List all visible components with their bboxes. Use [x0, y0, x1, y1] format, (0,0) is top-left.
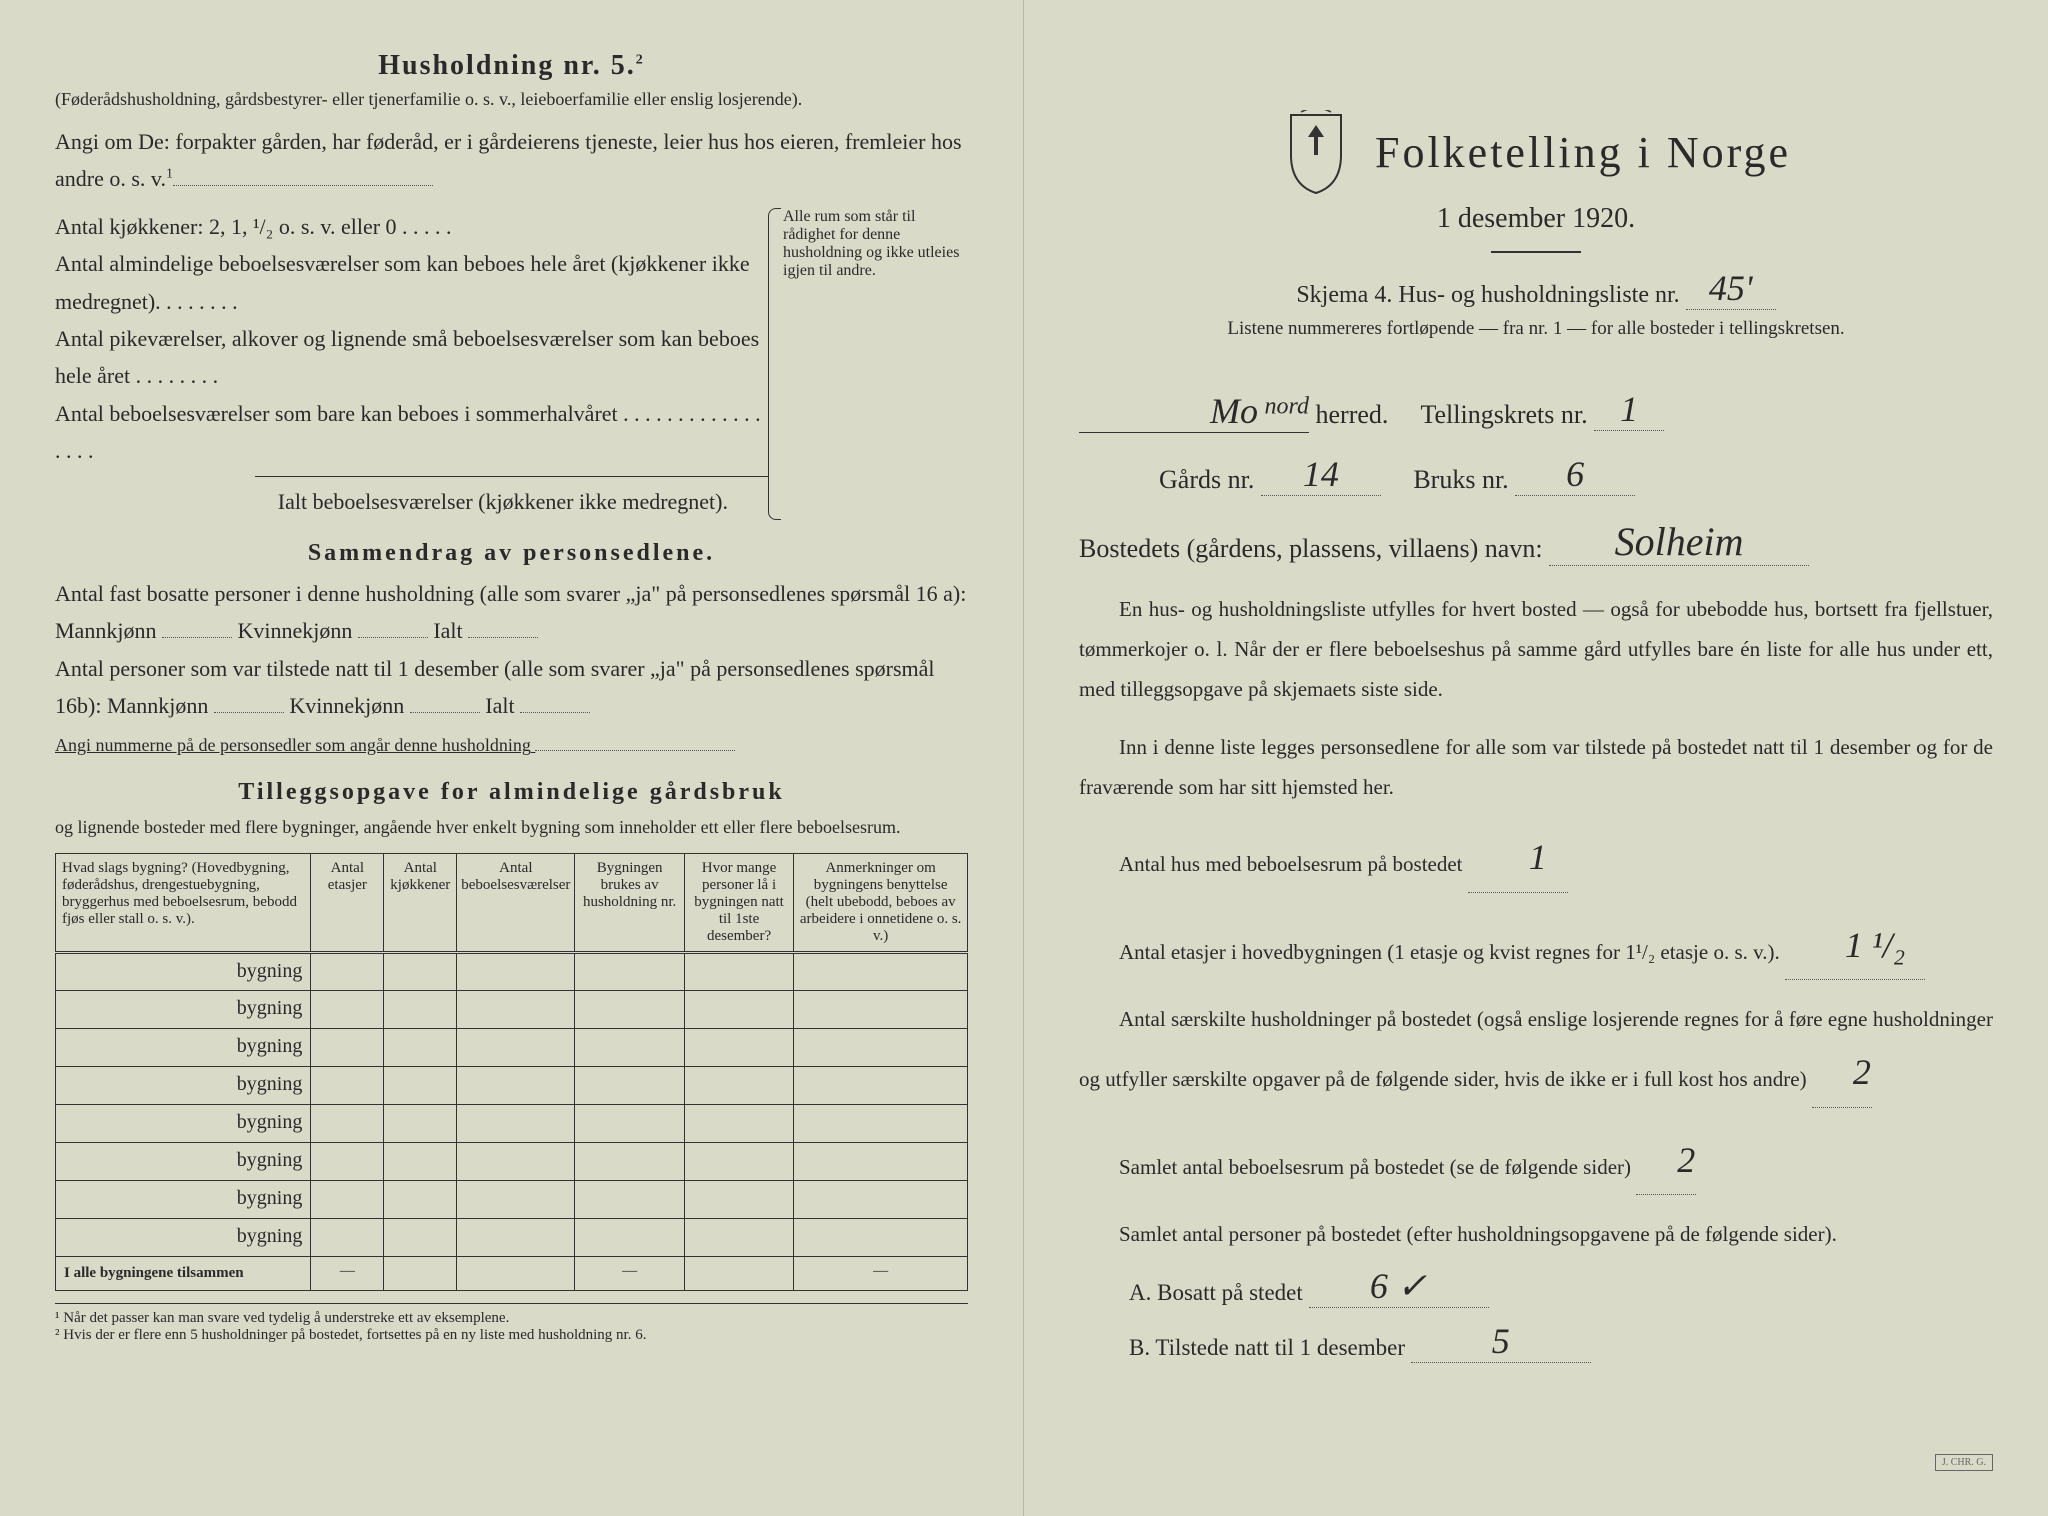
para-1: En hus- og husholdningsliste utfylles fo…: [1079, 590, 1993, 710]
census-title: Folketelling i Norge: [1375, 127, 1791, 178]
rooms-r2: Antal pikeværelser, alkover og lignende …: [55, 320, 768, 395]
th-notes: Anmerkninger om bygningens benyttelse (h…: [794, 854, 968, 953]
rooms-total: Ialt beboelsesværelser (kjøkkener ikke m…: [55, 483, 768, 520]
schema-line: Skjema 4. Hus- og husholdningsliste nr. …: [1079, 269, 1993, 312]
angi-line: Angi nummerne på de personsedler som ang…: [55, 732, 968, 759]
title-block: Folketelling i Norge 1 desember 1920.: [1079, 110, 1993, 253]
para-2: Inn i denne liste legges personsedlene f…: [1079, 728, 1993, 808]
tillegg-heading: Tilleggsopgave for almindelige gårdsbruk: [55, 779, 968, 806]
table-row: bygning: [56, 1143, 968, 1181]
summary-heading: Sammendrag av personsedlene.: [55, 540, 968, 567]
q5-line: Samlet antal personer på bostedet (efter…: [1079, 1215, 1993, 1255]
divider-icon: [1491, 251, 1581, 253]
table-row: bygning: [56, 1029, 968, 1067]
coat-of-arms-icon: [1281, 110, 1351, 195]
printer-stamp: J. CHR. G.: [1935, 1454, 1993, 1471]
footnote-1: ¹ Når det passer kan man svare ved tydel…: [55, 1310, 968, 1327]
th-persons: Hvor mange personer lå i bygningen natt …: [684, 854, 793, 953]
table-row: bygning: [56, 1105, 968, 1143]
table-row: bygning: [56, 1219, 968, 1257]
th-kitchens: Antal kjøkkener: [384, 854, 457, 953]
right-page: Folketelling i Norge 1 desember 1920. Sk…: [1024, 0, 2048, 1516]
census-date: 1 desember 1920.: [1079, 203, 1993, 235]
q4-line: Samlet antal beboelsesrum på bostedet (s…: [1079, 1128, 1993, 1197]
q2-line: Antal etasjer i hovedbygningen (1 etasje…: [1079, 913, 1993, 982]
summary-2: Antal personer som var tilstede natt til…: [55, 650, 968, 725]
sub-desc-1: (Føderådshusholdning, gårdsbestyrer- ell…: [55, 86, 968, 113]
gard-line: Gårds nr. 14 Bruks nr. 6: [1079, 455, 1993, 498]
q3-line: Antal særskilte husholdninger på bostede…: [1079, 1000, 1993, 1109]
rooms-r1: Antal almindelige beboelsesværelser som …: [55, 245, 768, 320]
table-total-row: I alle bygningene tilsammen ———: [56, 1257, 968, 1291]
qb-line: B. Tilstede natt til 1 desember 5: [1129, 1322, 1993, 1365]
table-row: bygning: [56, 1067, 968, 1105]
footnote-2: ² Hvis der er flere enn 5 husholdninger …: [55, 1327, 968, 1344]
q1-line: Antal hus med beboelsesrum på bostedet 1: [1079, 825, 1993, 894]
th-usedby: Bygningen brukes av husholdning nr.: [575, 854, 684, 953]
table-row: bygning: [56, 991, 968, 1029]
brace-note: Alle rum som står til rådighet for denne…: [768, 208, 968, 520]
sub-desc-2: Angi om De: forpakter gården, har føderå…: [55, 123, 968, 198]
table-row: bygning: [56, 1181, 968, 1219]
qa-line: A. Bosatt på stedet 6 ✓: [1129, 1267, 1993, 1310]
th-rooms: Antal beboelsesværelser: [457, 854, 575, 953]
rooms-r3: Antal beboelsesværelser som bare kan beb…: [55, 395, 768, 470]
table-row: bygning: [56, 953, 968, 991]
left-page: Husholdning nr. 5.2 (Føderådshusholdning…: [0, 0, 1024, 1516]
herred-line: Mo nord herred. Tellingskrets nr. 1: [1079, 390, 1993, 433]
footnotes: ¹ Når det passer kan man svare ved tydel…: [55, 1303, 968, 1344]
th-floors: Antal etasjer: [311, 854, 384, 953]
kitchen-line: Antal kjøkkener: 2, 1, ¹/₂ o. s. v. elle…: [55, 208, 768, 245]
rooms-block: Antal kjøkkener: 2, 1, ¹/₂ o. s. v. elle…: [55, 208, 968, 520]
summary-1: Antal fast bosatte personer i denne hush…: [55, 575, 968, 650]
bosted-line: Bostedets (gårdens, plassens, villaens) …: [1079, 520, 1993, 568]
th-type: Hvad slags bygning? (Hovedbygning, føder…: [56, 854, 311, 953]
listene-note: Listene nummereres fortløpende — fra nr.…: [1079, 318, 1993, 340]
tillegg-sub: og lignende bosteder med flere bygninger…: [55, 814, 968, 841]
building-table: Hvad slags bygning? (Hovedbygning, føder…: [55, 853, 968, 1291]
household-heading: Husholdning nr. 5.2: [55, 50, 968, 82]
